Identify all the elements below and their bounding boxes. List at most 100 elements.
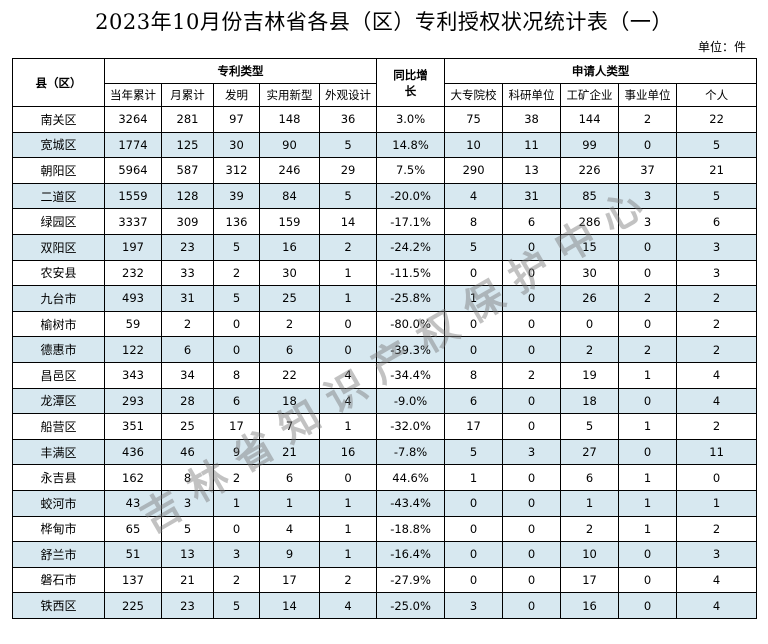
value-cell-util: 6 [259, 336, 320, 363]
value-cell-growth: 7.5% [376, 157, 446, 184]
value-cell-year: 1774 [104, 131, 162, 159]
value-cell-util: 2 [259, 310, 320, 338]
col-utility: 实用新型 [259, 83, 320, 107]
value-cell-research: 0 [502, 566, 562, 594]
value-cell-year: 197 [104, 233, 162, 261]
county-cell: 九台市 [12, 285, 105, 312]
value-cell-month: 309 [161, 208, 214, 235]
growth-header: 同比增长 [376, 58, 446, 107]
value-cell-design: 1 [318, 413, 378, 440]
value-cell-person: 2 [676, 310, 758, 338]
value-cell-inst: 2 [618, 336, 678, 363]
county-cell: 龙潭区 [12, 387, 105, 415]
value-cell-inv: 136 [213, 208, 260, 235]
value-cell-industry: 15 [560, 233, 620, 261]
county-cell: 昌邑区 [12, 361, 105, 389]
value-cell-inv: 0 [213, 515, 260, 543]
value-cell-design: 1 [318, 285, 378, 312]
county-cell: 蛟河市 [12, 489, 105, 517]
value-cell-univ: 17 [444, 413, 504, 440]
value-cell-month: 34 [161, 361, 214, 389]
value-cell-inst: 0 [618, 233, 678, 261]
value-cell-person: 4 [676, 361, 758, 389]
col-invention: 发明 [213, 83, 260, 107]
value-cell-industry: 30 [560, 259, 620, 287]
value-cell-industry: 0 [560, 310, 620, 338]
value-cell-design: 0 [318, 336, 378, 363]
unit-label: 单位：件 [697, 40, 746, 54]
value-cell-person: 3 [676, 541, 758, 568]
value-cell-util: 246 [259, 157, 320, 184]
value-cell-month: 281 [161, 106, 214, 133]
value-cell-design: 5 [318, 131, 378, 159]
county-cell: 南关区 [12, 106, 105, 133]
value-cell-util: 7 [259, 413, 320, 440]
value-cell-year: 43 [104, 489, 162, 517]
value-cell-growth: -20.0% [376, 182, 446, 210]
value-cell-design: 1 [318, 515, 378, 543]
value-cell-inst: 1 [618, 515, 678, 543]
value-cell-inst: 0 [618, 541, 678, 568]
table-row: 农安县 232 33 2 30 1 -11.5% 0 0 30 0 3 [12, 259, 758, 287]
value-cell-inv: 2 [213, 566, 260, 594]
value-cell-design: 1 [318, 541, 378, 568]
value-cell-inv: 9 [213, 438, 260, 466]
value-cell-univ: 290 [444, 157, 504, 184]
table-row: 龙潭区 293 28 6 18 4 -9.0% 6 0 18 0 4 [12, 387, 758, 415]
value-cell-inv: 0 [213, 310, 260, 338]
value-cell-inst: 3 [618, 208, 678, 235]
table-row: 南关区 3264 281 97 148 36 3.0% 75 38 144 2 22 [12, 106, 758, 133]
table-row: 榆树市 59 2 0 2 0 -80.0% 0 0 0 0 2 [12, 310, 758, 338]
value-cell-research: 13 [502, 157, 562, 184]
value-cell-inst: 0 [618, 438, 678, 466]
value-cell-year: 232 [104, 259, 162, 287]
value-cell-growth: -7.8% [376, 438, 446, 466]
value-cell-inv: 6 [213, 387, 260, 415]
value-cell-univ: 5 [444, 233, 504, 261]
value-cell-univ: 10 [444, 131, 504, 159]
value-cell-inst: 2 [618, 106, 678, 133]
value-cell-research: 0 [502, 541, 562, 568]
value-cell-growth: -24.2% [376, 233, 446, 261]
value-cell-growth: 14.8% [376, 131, 446, 159]
value-cell-growth: -18.8% [376, 515, 446, 543]
value-cell-inv: 1 [213, 489, 260, 517]
value-cell-month: 33 [161, 259, 214, 287]
value-cell-univ: 6 [444, 387, 504, 415]
value-cell-inv: 39 [213, 182, 260, 210]
value-cell-month: 128 [161, 182, 214, 210]
table-row: 绿园区 3337 309 136 159 14 -17.1% 8 6 286 3 6 [12, 208, 758, 235]
value-cell-design: 14 [318, 208, 378, 235]
value-cell-inst: 3 [618, 182, 678, 210]
col-month-total: 月累计 [161, 83, 214, 107]
value-cell-growth: -25.8% [376, 285, 446, 312]
table-row: 桦甸市 65 5 0 4 1 -18.8% 0 0 2 1 2 [12, 515, 758, 543]
value-cell-util: 14 [259, 592, 320, 619]
value-cell-growth: -80.0% [376, 310, 446, 338]
value-cell-univ: 0 [444, 515, 504, 543]
value-cell-month: 6 [161, 336, 214, 363]
value-cell-research: 0 [502, 336, 562, 363]
value-cell-year: 351 [104, 413, 162, 440]
value-cell-industry: 85 [560, 182, 620, 210]
value-cell-growth: -17.1% [376, 208, 446, 235]
col-research: 科研单位 [502, 83, 562, 107]
value-cell-year: 3264 [104, 106, 162, 133]
value-cell-research: 3 [502, 438, 562, 466]
value-cell-industry: 226 [560, 157, 620, 184]
value-cell-year: 436 [104, 438, 162, 466]
value-cell-util: 22 [259, 361, 320, 389]
col-institution: 事业单位 [618, 83, 678, 107]
value-cell-person: 2 [676, 285, 758, 312]
value-cell-year: 293 [104, 387, 162, 415]
value-cell-research: 11 [502, 131, 562, 159]
value-cell-industry: 26 [560, 285, 620, 312]
value-cell-growth: -34.4% [376, 361, 446, 389]
value-cell-month: 13 [161, 541, 214, 568]
patent-statistics-table: 县（区） 专利类型 同比增长 申请人类型 当年累计 月累计 发明 实用新型 外观… [12, 58, 758, 619]
value-cell-univ: 0 [444, 541, 504, 568]
value-cell-month: 31 [161, 285, 214, 312]
value-cell-person: 5 [676, 182, 758, 210]
value-cell-univ: 75 [444, 106, 504, 133]
value-cell-util: 9 [259, 541, 320, 568]
